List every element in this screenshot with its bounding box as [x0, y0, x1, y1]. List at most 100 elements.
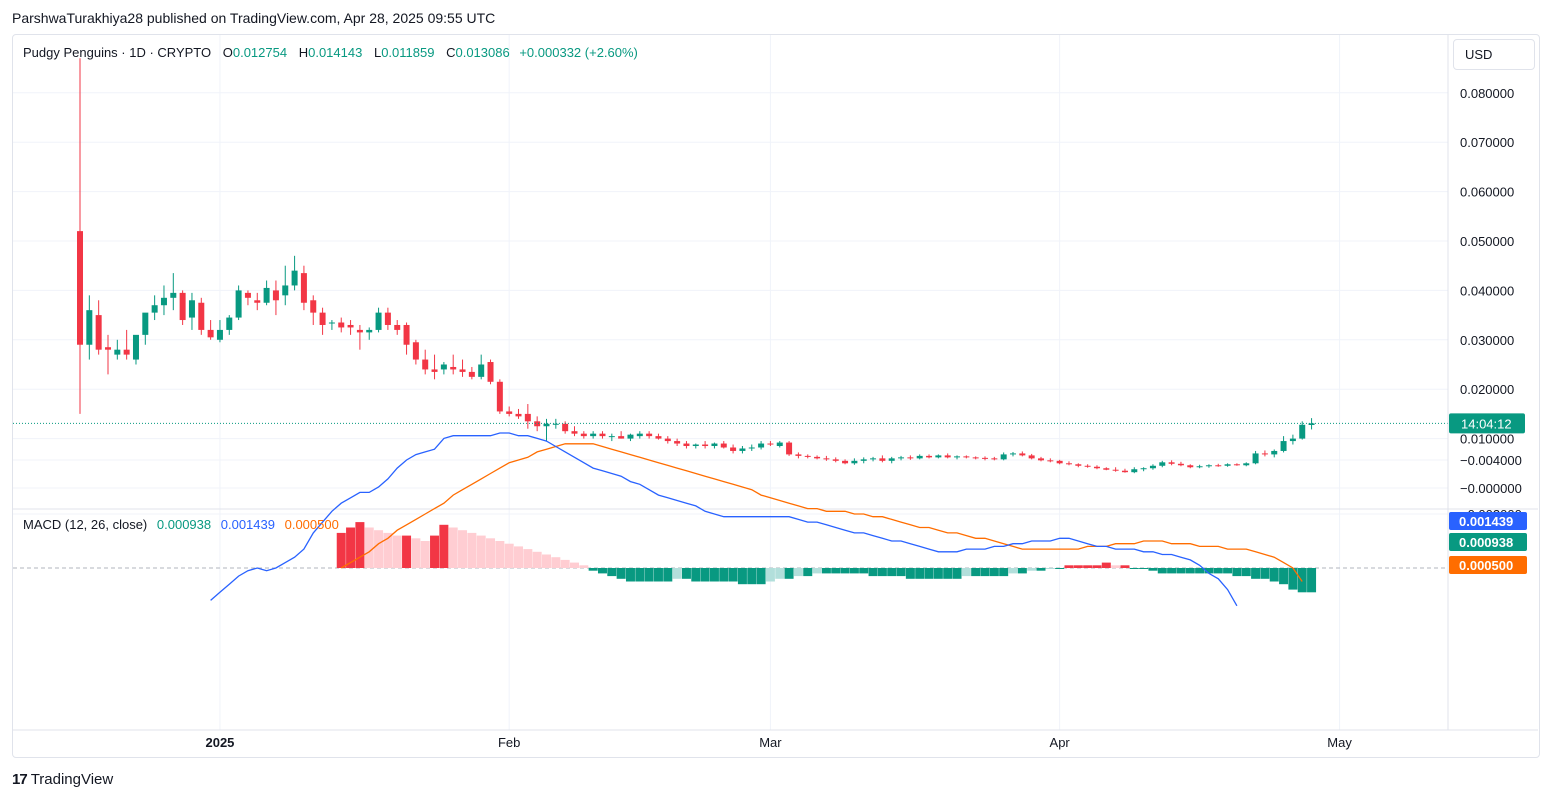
candle-body: [216, 329, 223, 340]
candle-body: [832, 459, 839, 461]
candle-body: [160, 297, 167, 306]
candle-body: [179, 292, 186, 321]
candle-body: [506, 411, 513, 414]
macd-histogram-bar: [392, 535, 402, 568]
macd-histogram-bar: [523, 549, 533, 568]
candle-body: [646, 433, 653, 437]
candle-body: [1047, 460, 1054, 462]
candle-body: [814, 456, 821, 459]
macd-histogram-bar: [1027, 568, 1037, 571]
candle-body: [1131, 469, 1138, 473]
candle-body: [496, 381, 503, 412]
candle-body: [720, 443, 727, 448]
macd-title[interactable]: MACD (12, 26, close): [23, 517, 148, 532]
candle-body: [95, 315, 102, 350]
price-axis-tick: 0.060000: [1460, 185, 1514, 200]
candle-body: [524, 413, 531, 422]
macd-histogram-bar: [821, 568, 831, 574]
candle-body: [627, 434, 634, 439]
candle-body: [1233, 464, 1240, 466]
macd-histogram-bar: [672, 568, 682, 579]
macd-histogram-bar: [383, 532, 393, 568]
currency-button[interactable]: USD: [1453, 39, 1535, 70]
candle-body: [104, 347, 111, 350]
candle-body: [674, 441, 681, 444]
macd-histogram-bar: [1176, 568, 1186, 574]
macd-histogram-badge-text: 0.000938: [1459, 535, 1513, 550]
price-axis-tick: 0.050000: [1460, 234, 1514, 249]
macd-signal-badge-text: 0.000500: [1459, 558, 1513, 573]
macd-histogram-bar: [691, 568, 701, 582]
macd-histogram-bar: [1008, 568, 1018, 574]
candle-body: [879, 458, 886, 461]
candle-body: [151, 305, 158, 313]
macd-histogram-bar: [793, 568, 803, 577]
candle-body: [394, 324, 401, 330]
macd-histogram-bar: [663, 568, 673, 582]
candle-body: [272, 290, 279, 301]
macd-histogram-bar: [1055, 568, 1065, 569]
macd-histogram-bar: [402, 535, 412, 568]
candle-body: [804, 455, 811, 457]
candle-body: [1056, 460, 1063, 464]
candle-body: [1112, 469, 1119, 471]
candle-body: [1140, 468, 1147, 470]
candle-body: [963, 456, 970, 458]
time-axis-tick: May: [1327, 735, 1352, 750]
macd-histogram-bar: [653, 568, 663, 582]
candle-body: [870, 458, 877, 460]
candle-body: [226, 317, 233, 330]
candle-body: [1121, 470, 1128, 473]
candle-body: [1224, 464, 1231, 466]
macd-histogram-bar: [420, 541, 430, 568]
candle-body: [1019, 453, 1026, 456]
candle-body: [403, 324, 410, 345]
macd-line: [210, 432, 1238, 607]
candle-body: [711, 443, 718, 447]
macd-histogram-bar: [831, 568, 841, 574]
candle-body: [935, 455, 942, 458]
macd-histogram-bar: [1073, 565, 1083, 568]
symbol-title[interactable]: Pudgy Penguins · 1D · CRYPTO: [23, 45, 212, 60]
macd-histogram-bar: [896, 568, 906, 577]
candle-body: [1187, 465, 1194, 468]
macd-histogram-bar: [597, 568, 607, 574]
macd-histogram-bar: [439, 524, 449, 568]
price-axis-tick: 0.070000: [1460, 135, 1514, 150]
candle-body: [954, 456, 961, 458]
candle-body: [702, 444, 709, 447]
tradingview-logo-icon: 17: [12, 771, 28, 788]
macd-signal-value: 0.000500: [284, 517, 339, 532]
macd-histogram-bar: [1288, 568, 1298, 590]
macd-histogram-bar: [542, 554, 551, 568]
chart-frame: [12, 34, 1540, 758]
candle-body: [142, 312, 149, 335]
price-axis-tick: 0.080000: [1460, 86, 1514, 101]
candle-body: [1093, 466, 1100, 469]
macd-histogram-bar: [1064, 565, 1074, 568]
open-value: 0.012754: [232, 45, 288, 60]
candle-body: [795, 454, 802, 456]
axis-overlap-mask: [1449, 503, 1539, 511]
macd-histogram-bar: [709, 568, 719, 582]
candle-body: [254, 300, 261, 303]
candle-body: [776, 442, 783, 447]
macd-histogram-bar: [905, 568, 915, 579]
high-label: H: [298, 45, 309, 60]
candle-body: [1261, 453, 1268, 455]
candle-body: [170, 292, 177, 298]
macd-histogram-bar: [551, 557, 561, 568]
macd-signal-badge: [1449, 556, 1527, 574]
macd-histogram-bar: [1036, 568, 1046, 571]
time-axis-tick: 2025: [205, 735, 234, 750]
tradingview-logo[interactable]: 17 TradingView: [12, 771, 113, 788]
candle-body: [1252, 453, 1259, 464]
macd-histogram-bar: [1045, 568, 1055, 569]
candle-body: [123, 349, 130, 355]
candle-body: [114, 349, 121, 355]
macd-histogram-bar: [1139, 568, 1149, 569]
candle-body: [319, 312, 326, 325]
macd-histogram-bar: [1269, 568, 1279, 582]
candle-body: [244, 292, 251, 298]
